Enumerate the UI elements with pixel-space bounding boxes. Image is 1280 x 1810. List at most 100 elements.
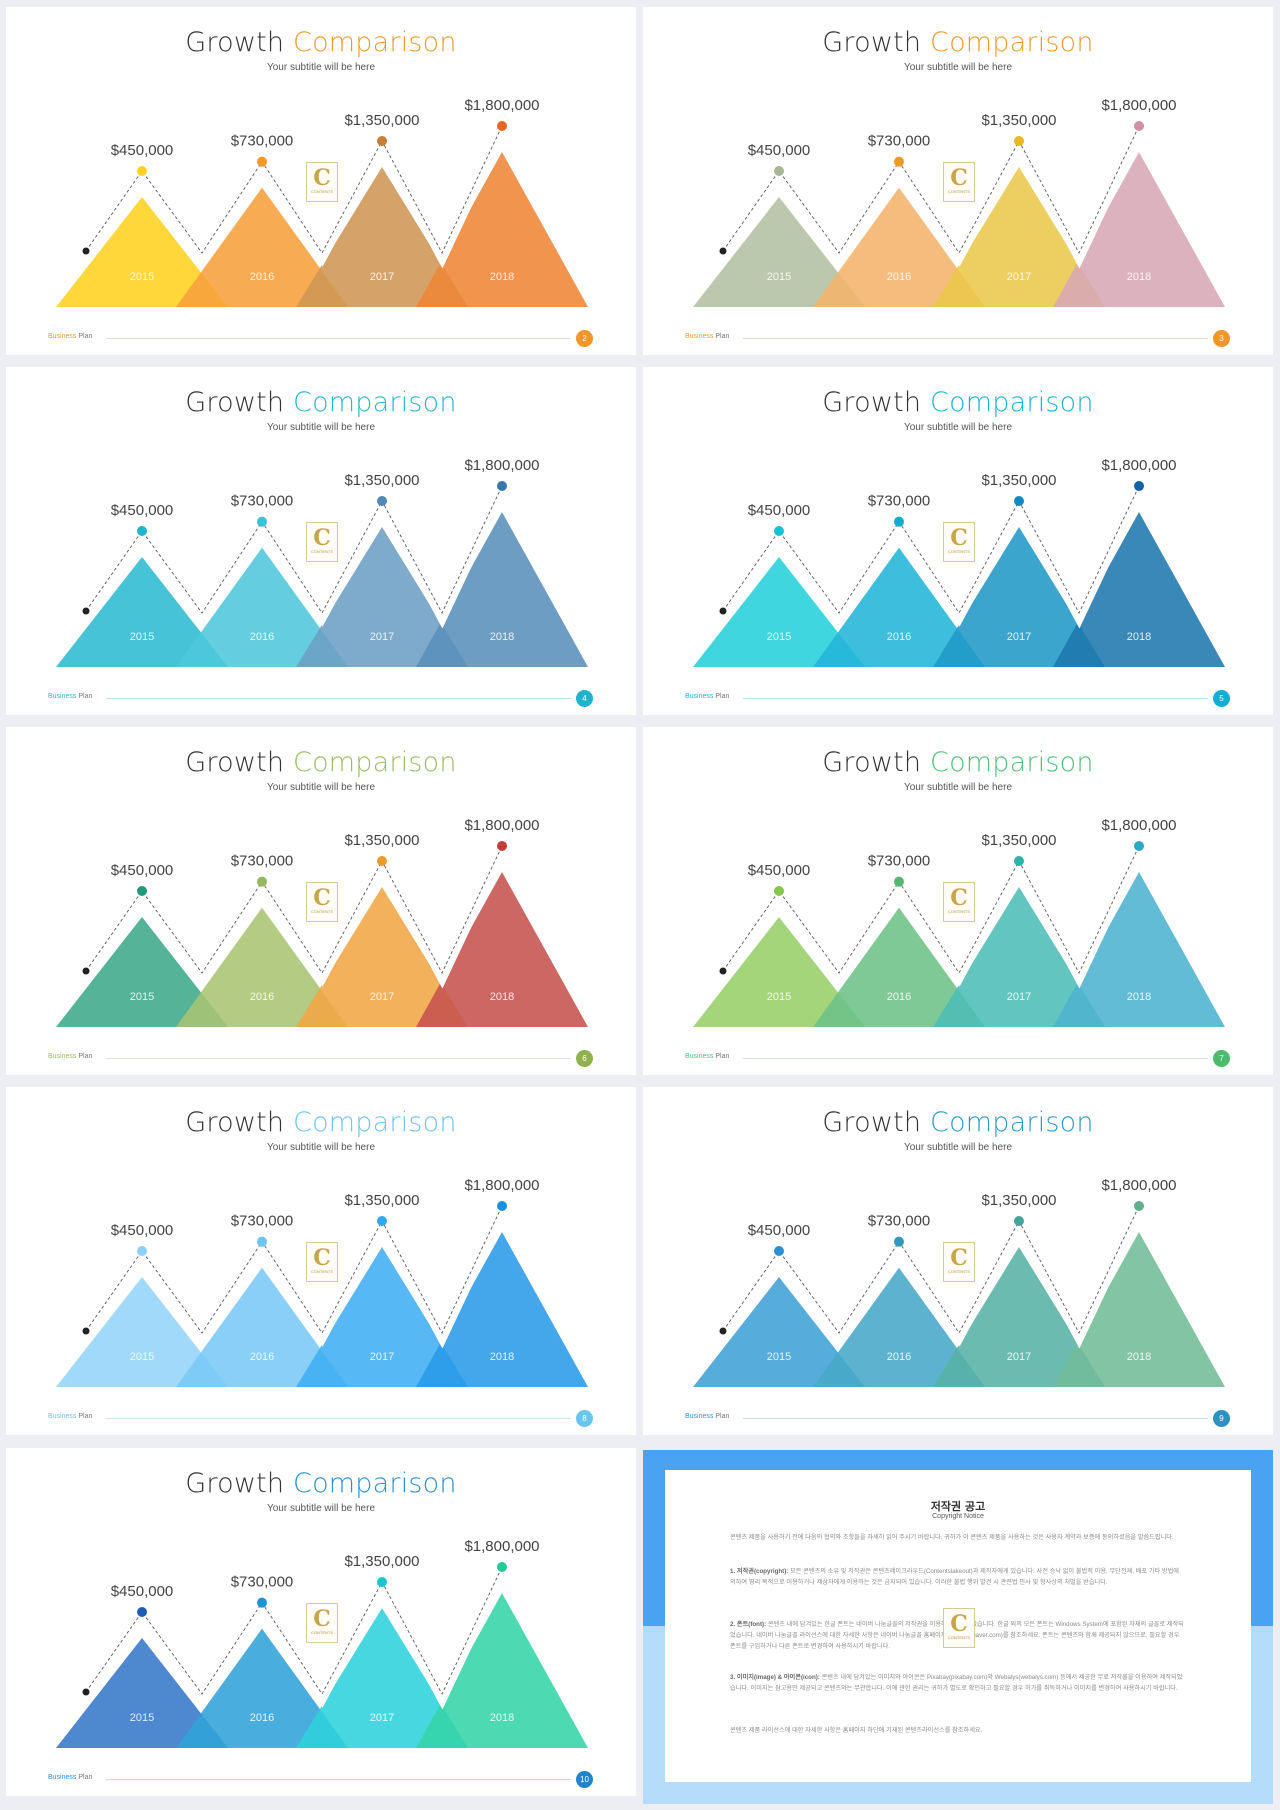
value-label: $730,000 bbox=[231, 133, 294, 150]
logo-label: CONTENTS bbox=[311, 1269, 333, 1274]
footer-label-accent: Business bbox=[685, 1053, 714, 1060]
peak-triangle-2017 bbox=[296, 527, 468, 667]
zigzag-dashed-line bbox=[85, 125, 503, 255]
peak-triangle-2017 bbox=[296, 887, 468, 1027]
footer-line bbox=[106, 1779, 571, 1780]
growth-chart: $450,000 2015 $730,000 2016 $1,350,000 2017 $1… bbox=[56, 817, 588, 1027]
year-label: 2015 bbox=[130, 271, 154, 283]
growth-slide: Growth Comparison Your subtitle will be h… bbox=[6, 1448, 636, 1796]
year-label: 2017 bbox=[370, 1712, 394, 1724]
peak-triangle-2016 bbox=[813, 1267, 985, 1387]
peak-triangle-2017 bbox=[296, 167, 468, 307]
logo-letter: C bbox=[313, 525, 331, 551]
year-label: 2016 bbox=[887, 631, 911, 643]
value-label: $1,350,000 bbox=[344, 832, 419, 849]
title-accent: Comparison bbox=[293, 387, 457, 418]
footer-label: Business Plan bbox=[685, 693, 729, 700]
value-label: $730,000 bbox=[231, 853, 294, 870]
logo-letter: C bbox=[313, 165, 331, 191]
year-label: 2018 bbox=[1127, 271, 1151, 283]
peak-triangle-2018 bbox=[416, 152, 588, 307]
peak-triangle-2016 bbox=[813, 547, 985, 667]
value-dot-2018 bbox=[497, 121, 507, 131]
year-label: 2018 bbox=[490, 1351, 514, 1363]
logo-letter: C bbox=[950, 1611, 968, 1637]
value-dot-2016 bbox=[257, 156, 267, 167]
footer-label-accent: Business bbox=[48, 1413, 77, 1420]
page-number-badge: 2 bbox=[576, 330, 593, 347]
footer-label: Business Plan bbox=[48, 333, 92, 340]
footer-label: Business Plan bbox=[48, 1774, 92, 1781]
peak-triangle-2017 bbox=[933, 887, 1105, 1027]
footer-line bbox=[743, 698, 1208, 699]
value-label: $730,000 bbox=[868, 133, 931, 150]
slide-subtitle: Your subtitle will be here bbox=[266, 1503, 376, 1514]
footer-label: Business Plan bbox=[48, 693, 92, 700]
year-label: 2018 bbox=[1127, 631, 1151, 643]
growth-slide: Growth Comparison Your subtitle will be h… bbox=[643, 7, 1273, 355]
contents-logo: C CONTENTS bbox=[943, 882, 975, 922]
zigzag-dashed-line bbox=[722, 1205, 1140, 1335]
footer-label: Business Plan bbox=[48, 1053, 92, 1060]
footer-label-accent: Business bbox=[48, 1053, 77, 1060]
year-label: 2017 bbox=[1007, 1351, 1031, 1363]
footer-line bbox=[106, 698, 571, 699]
growth-slide: Growth Comparison Your subtitle will be h… bbox=[643, 367, 1273, 715]
value-dot-2015 bbox=[137, 1607, 147, 1617]
value-label: $1,800,000 bbox=[1101, 457, 1176, 474]
value-label: $1,800,000 bbox=[464, 1177, 539, 1194]
title-main: Growth bbox=[822, 1107, 922, 1138]
peak-triangle-2018 bbox=[1053, 512, 1225, 667]
year-label: 2016 bbox=[250, 991, 274, 1003]
year-label: 2018 bbox=[1127, 1351, 1151, 1363]
zigzag-dashed-line bbox=[722, 485, 1140, 615]
year-label: 2017 bbox=[370, 271, 394, 283]
peak-triangle-2015 bbox=[693, 917, 865, 1027]
title-main: Growth bbox=[185, 27, 285, 58]
notice-subtitle: Copyright Notice bbox=[932, 1513, 984, 1520]
peak-triangle-2018 bbox=[416, 872, 588, 1027]
logo-label: CONTENTS bbox=[311, 189, 333, 194]
logo-label: CONTENTS bbox=[948, 1269, 970, 1274]
value-label: $1,350,000 bbox=[344, 472, 419, 489]
notice-intro: 콘텐츠 제품을 사용하기 전에 다음의 협의와 조항들을 자세히 읽어 주시기 … bbox=[730, 1534, 1174, 1541]
notice-image-body: 콘텐츠 내에 담겨있는 이미지와 아이콘은 Pixabay(pixabay.co… bbox=[730, 1674, 1183, 1692]
zigzag-dashed-line bbox=[85, 1566, 503, 1696]
title-accent: Comparison bbox=[293, 1107, 457, 1138]
start-dot bbox=[82, 607, 90, 615]
peak-triangle-2017 bbox=[296, 1247, 468, 1387]
peak-triangle-2015 bbox=[693, 197, 865, 307]
peak-triangle-2017 bbox=[933, 527, 1105, 667]
peak-triangle-2017 bbox=[933, 167, 1105, 307]
value-label: $730,000 bbox=[231, 1213, 294, 1230]
peak-triangle-2018 bbox=[1053, 872, 1225, 1027]
year-label: 2015 bbox=[130, 1712, 154, 1724]
value-label: $1,350,000 bbox=[981, 832, 1056, 849]
year-label: 2016 bbox=[250, 1351, 274, 1363]
growth-slide: Growth Comparison Your subtitle will be h… bbox=[6, 7, 636, 355]
value-dot-2015 bbox=[774, 526, 784, 536]
slide-title: Growth Comparison bbox=[6, 27, 636, 58]
peak-triangle-2018 bbox=[416, 1232, 588, 1387]
year-label: 2016 bbox=[250, 631, 274, 643]
value-label: $730,000 bbox=[231, 493, 294, 510]
footer-label-accent: Business bbox=[48, 333, 77, 340]
zigzag-dashed-line bbox=[85, 485, 503, 615]
slide-title: Growth Comparison bbox=[6, 747, 636, 778]
slide-subtitle: Your subtitle will be here bbox=[903, 782, 1013, 793]
slide-title: Growth Comparison bbox=[6, 387, 636, 418]
peak-triangle-2016 bbox=[176, 1267, 348, 1387]
slide-subtitle: Your subtitle will be here bbox=[903, 1142, 1013, 1153]
logo-letter: C bbox=[313, 1245, 331, 1271]
peak-triangle-2015 bbox=[693, 1277, 865, 1387]
slide-title: Growth Comparison bbox=[643, 387, 1273, 418]
peak-triangle-2016 bbox=[176, 907, 348, 1027]
logo-letter: C bbox=[313, 1606, 331, 1632]
page-number-badge: 3 bbox=[1213, 330, 1230, 347]
slide-subtitle: Your subtitle will be here bbox=[903, 62, 1013, 73]
year-label: 2018 bbox=[1127, 991, 1151, 1003]
footer-label-accent: Business bbox=[685, 1413, 714, 1420]
footer-label-accent: Business bbox=[48, 1774, 77, 1781]
growth-chart: $450,000 2015 $730,000 2016 $1,350,000 2017 $1… bbox=[693, 1177, 1225, 1387]
slide-title: Growth Comparison bbox=[6, 1107, 636, 1138]
